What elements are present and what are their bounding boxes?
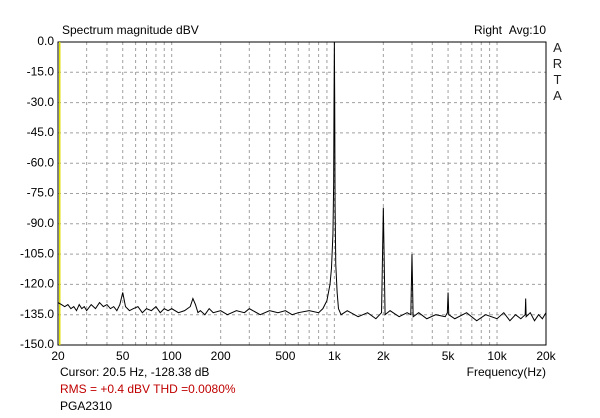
device: PGA2310 (60, 399, 112, 413)
x-tick-label: 500 (275, 349, 295, 363)
x-tick-label: 2k (377, 349, 391, 363)
y-tick-label: -135.0 (20, 307, 54, 321)
x-tick-label: 1k (328, 349, 342, 363)
brand: ARTA (550, 40, 565, 104)
y-tick-label: 0.0 (37, 34, 54, 48)
y-tick-label: -15.0 (27, 64, 55, 78)
y-tick-label: -105.0 (20, 246, 54, 260)
x-tick-label: 20 (51, 349, 65, 363)
average: Avg:10 (509, 23, 546, 37)
x-tick-label: 50 (116, 349, 130, 363)
x-axis-label: Frequency(Hz) (467, 365, 546, 379)
channel: Right (474, 23, 503, 37)
y-tick-label: -45.0 (27, 125, 55, 139)
plot-frame (57, 41, 547, 346)
x-tick-label: 200 (211, 349, 231, 363)
measurement: RMS = +0.4 dBV THD =0.0080% (60, 382, 236, 396)
spectrum-line (57, 41, 547, 322)
y-tick-label: -150.0 (20, 337, 54, 351)
x-tick-label: 100 (162, 349, 182, 363)
x-tick-label: 20k (536, 349, 556, 363)
x-tick-label: 5k (442, 349, 456, 363)
y-tick-label: -75.0 (27, 186, 55, 200)
y-tick-label: -60.0 (27, 155, 55, 169)
x-tick-label: 10k (487, 349, 507, 363)
chart-title: Spectrum magnitude dBV (62, 23, 199, 37)
cursor-readout: Cursor: 20.5 Hz, -128.38 dB (60, 365, 209, 379)
y-tick-label: -30.0 (27, 95, 55, 109)
y-tick-label: -120.0 (20, 277, 54, 291)
y-tick-label: -90.0 (27, 216, 55, 230)
